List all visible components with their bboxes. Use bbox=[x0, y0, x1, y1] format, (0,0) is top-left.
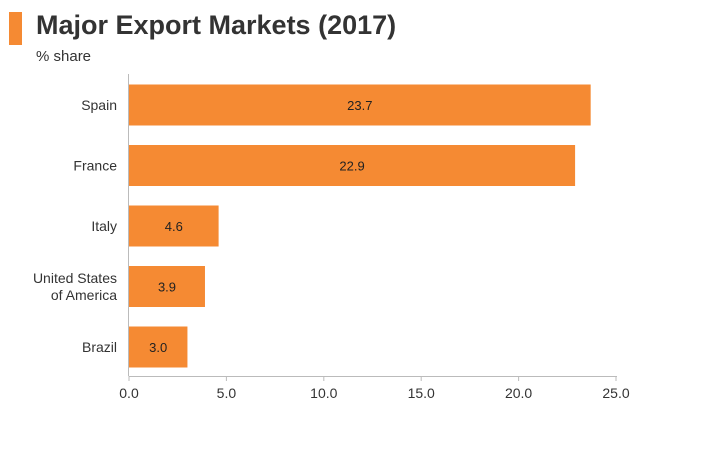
x-tick-label-2: 5.0 bbox=[217, 385, 237, 401]
data-label-2: 22.9 bbox=[339, 159, 364, 174]
category-label-4-line-1: United States bbox=[33, 270, 117, 286]
data-label-1: 23.7 bbox=[347, 98, 372, 113]
title-accent-bar bbox=[9, 12, 22, 45]
bar-4 bbox=[129, 266, 205, 307]
data-label-3: 4.6 bbox=[165, 219, 183, 234]
bar-3 bbox=[129, 205, 219, 247]
category-label-3: Italy bbox=[91, 218, 117, 234]
chart-subtitle: % share bbox=[36, 48, 92, 65]
x-tick-label-5: 20.0 bbox=[505, 385, 532, 401]
x-tick-label-4: 15.0 bbox=[408, 385, 435, 401]
bar-1 bbox=[129, 84, 591, 126]
data-label-4: 3.9 bbox=[158, 280, 176, 295]
x-tick-label-6: 25.0 bbox=[602, 385, 629, 401]
x-tick-label-3: 10.0 bbox=[310, 385, 337, 401]
category-label-2: France bbox=[73, 158, 117, 174]
category-label-4-line-2: of America bbox=[51, 287, 117, 303]
data-label-5: 3.0 bbox=[149, 340, 167, 355]
bar-2 bbox=[129, 145, 576, 186]
chart-title: Major Export Markets (2017) bbox=[36, 10, 397, 40]
category-label-1: Spain bbox=[81, 97, 117, 113]
category-label-5: Brazil bbox=[82, 339, 117, 355]
bar-5 bbox=[129, 326, 188, 368]
x-tick-label-1: 0.0 bbox=[119, 385, 139, 401]
